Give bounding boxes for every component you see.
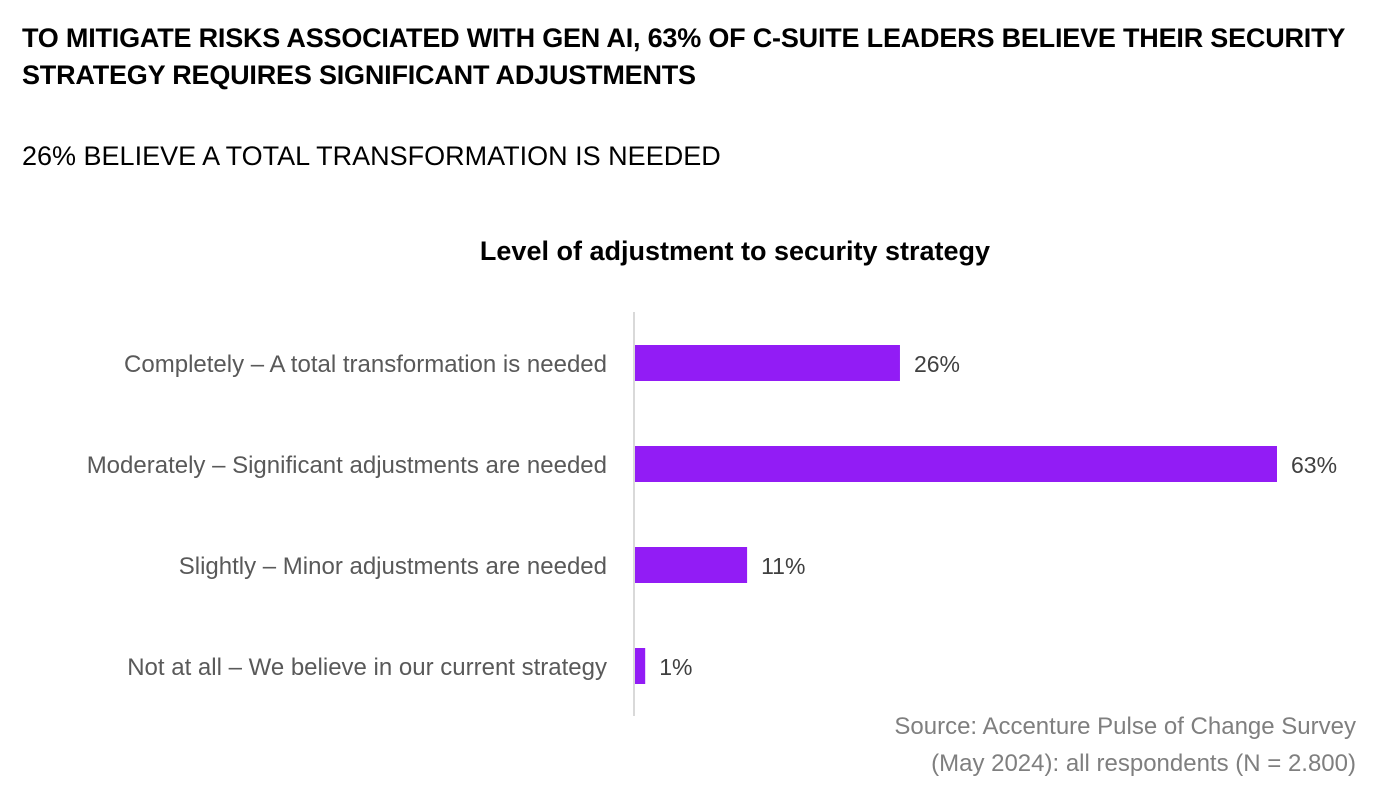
bar: [635, 648, 646, 684]
category-label: Completely – A total transformation is n…: [124, 351, 607, 378]
category-label: Slightly – Minor adjustments are needed: [179, 553, 607, 580]
bar: [635, 446, 1277, 482]
bar: [635, 547, 748, 583]
subheadline: 26% BELIEVE A TOTAL TRANSFORMATION IS NE…: [22, 141, 721, 171]
data-label: 1%: [659, 654, 692, 680]
source-note: Source: Accenture Pulse of Change Survey…: [894, 708, 1356, 782]
source-line-1: Source: Accenture Pulse of Change Survey: [894, 713, 1356, 740]
source-line-2: (May 2024): all respondents (N = 2.800): [931, 750, 1356, 777]
data-label: 63%: [1291, 452, 1337, 478]
data-label: 11%: [761, 553, 805, 579]
chart-title: Level of adjustment to security strategy: [479, 236, 991, 266]
headline: TO MITIGATE RISKS ASSOCIATED WITH GEN AI…: [22, 23, 1345, 90]
category-label: Not at all – We believe in our current s…: [127, 654, 607, 681]
bar: [635, 345, 900, 381]
category-label: Moderately – Significant adjustments are…: [87, 452, 607, 479]
data-label: 26%: [914, 351, 960, 377]
